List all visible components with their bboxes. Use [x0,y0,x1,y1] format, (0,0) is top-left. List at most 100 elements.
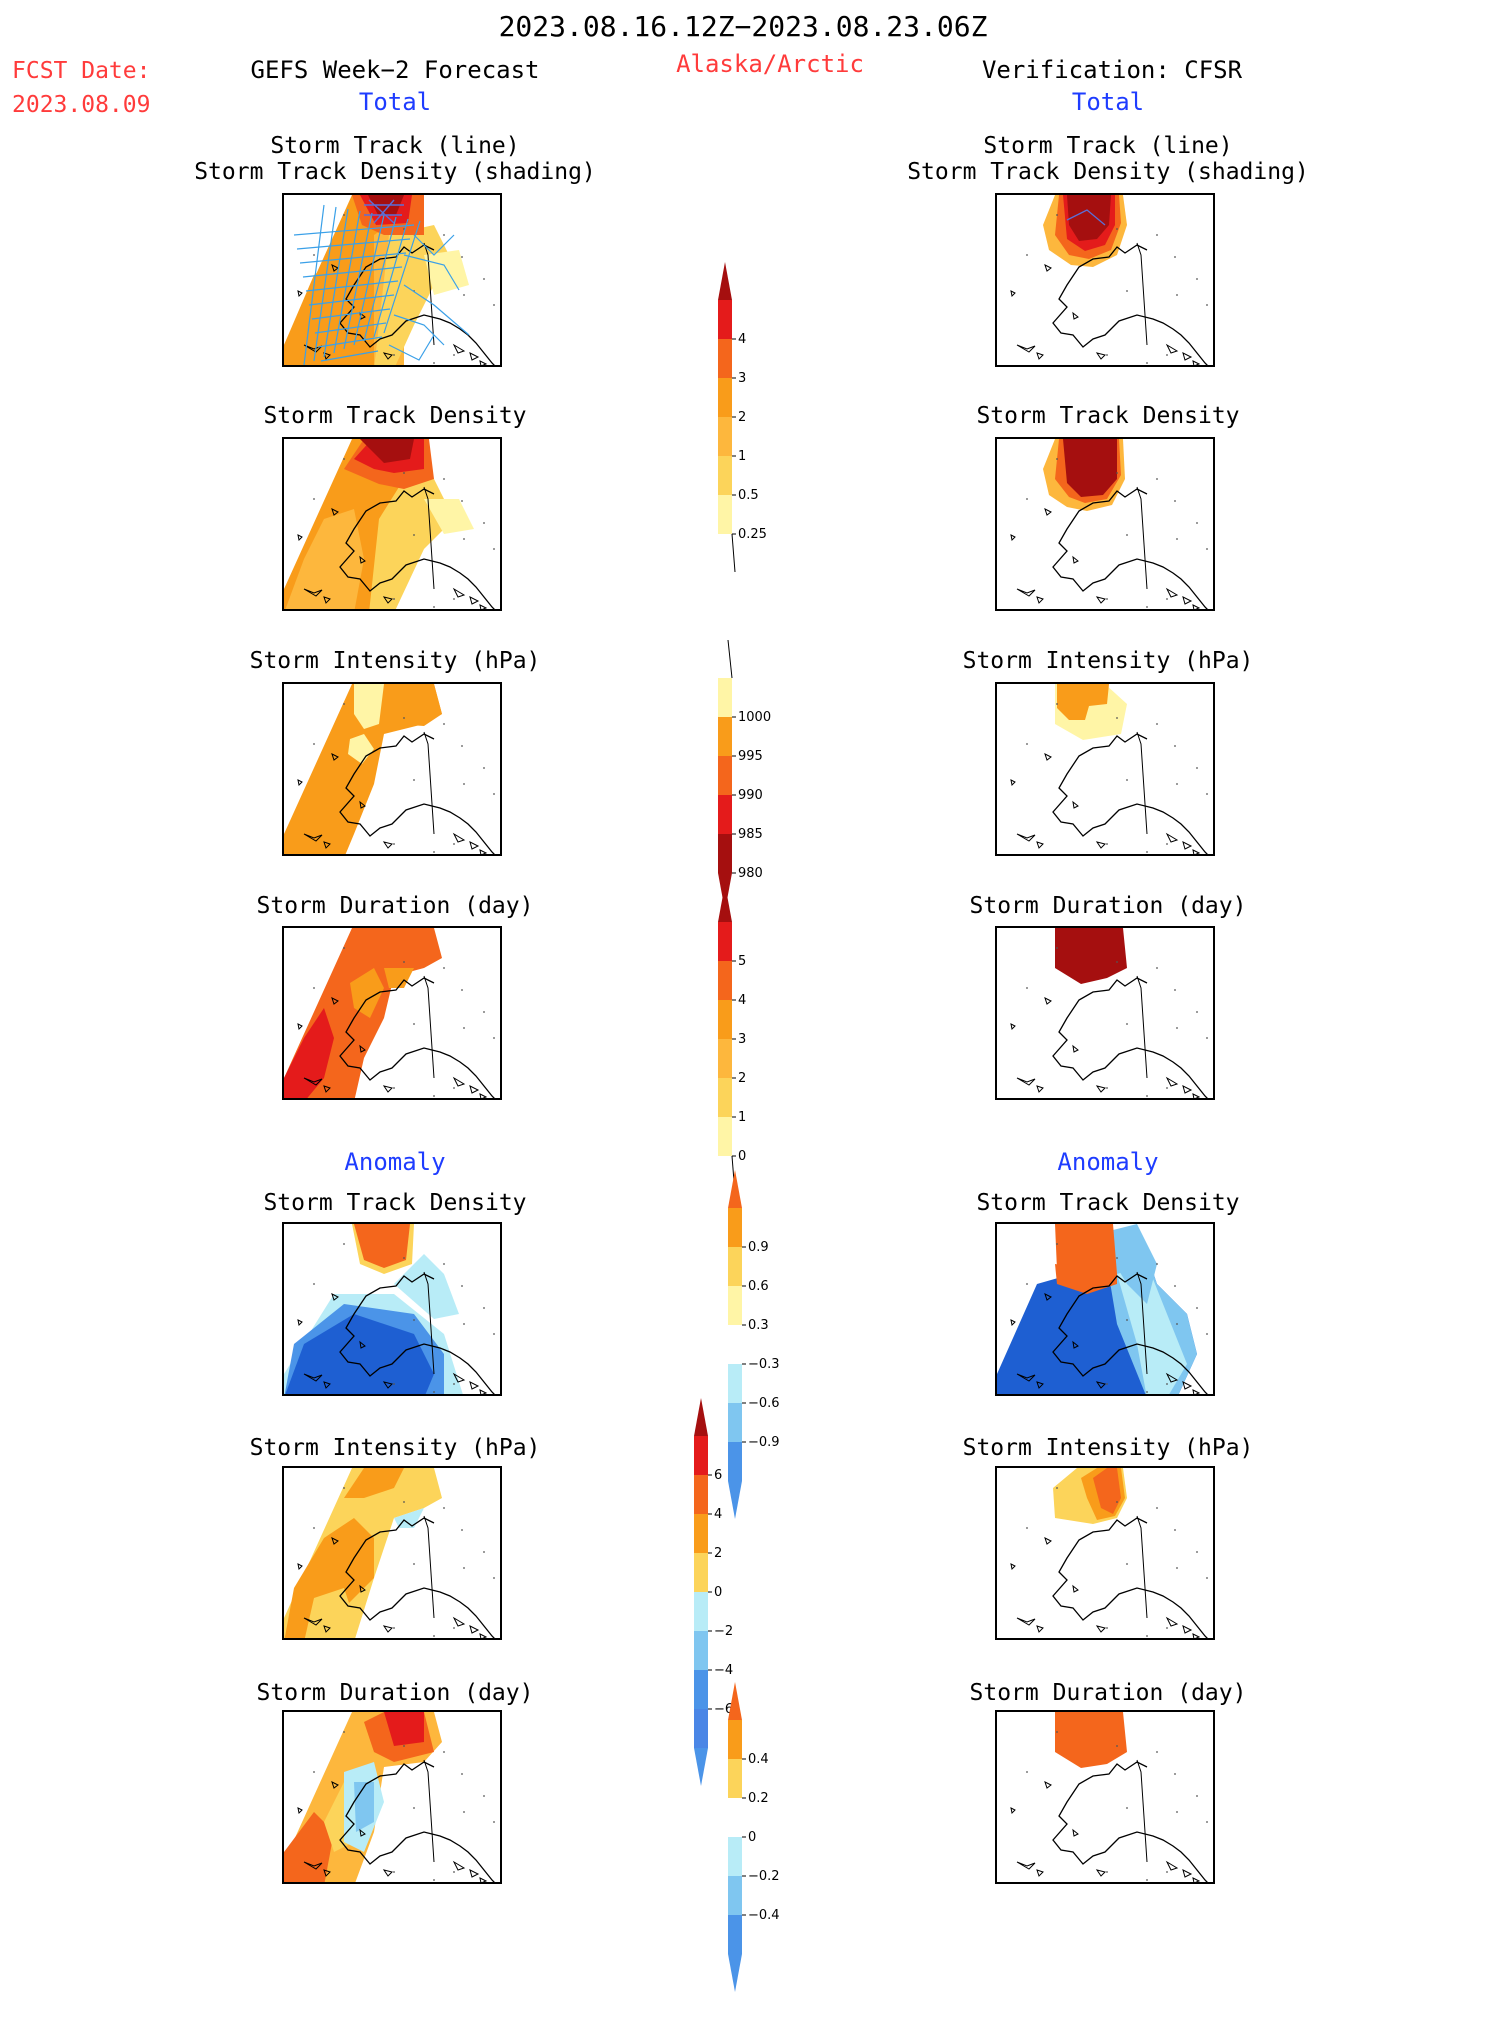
colorbar-duration-anomaly: 0.4 0.2 0 −0.2 −0.4 [728,1682,848,2026]
colorbar-tick-label: 3 [738,371,746,386]
coastline [1052,733,1208,854]
grid-dot [1196,522,1198,524]
grid-dot [1056,947,1058,949]
coastline [339,1761,495,1882]
grid-dot [1126,1563,1128,1565]
colorbar-tick-label: 0.25 [738,527,767,542]
grid-dot [1196,1011,1198,1013]
map-canvas [284,1224,495,1394]
shading-region [285,1314,434,1394]
island-outline [303,588,323,597]
map-canvas [1010,684,1208,854]
map-canvas [1010,1712,1208,1882]
title-right-density: Storm Track Density [976,403,1240,429]
island-outline [1192,849,1201,854]
island-outline [1182,1869,1193,1878]
colorbar-tick-label: 980 [738,866,763,881]
grid-dot [483,278,485,280]
forecast-model-title: GEFS Week−2 Forecast [250,56,540,84]
island-outline [1016,833,1036,842]
grid-dot [1116,228,1118,230]
total-label-left: Total [358,88,432,116]
island-outline [303,1861,323,1870]
canada-border-line [1136,731,1148,835]
grid-dot [1106,1627,1108,1629]
island-outline [469,1625,480,1634]
island-outline [1192,1633,1201,1638]
map-gefs-track-total [282,193,502,367]
island-outline [303,833,323,842]
grid-dot [1206,1333,1208,1335]
colorbar-tick-label: 1 [738,1110,746,1125]
island-outline [1095,841,1106,849]
grid-dot [493,1333,495,1335]
canada-border-line [423,1515,435,1619]
grid-dot [433,1391,435,1393]
grid-dot [463,1027,465,1029]
grid-dot [1166,354,1168,356]
colorbar-tick-label: 995 [738,749,763,764]
island-outline [1165,1076,1179,1087]
colorbar-segment [718,922,732,961]
shading-region [350,968,384,1018]
colorbar-segment [718,495,732,534]
island-outline [297,1319,303,1327]
grid-dot [393,1383,395,1385]
grid-dot [1116,1745,1118,1747]
colorbar-tick-label: 0 [738,1149,746,1164]
coastline [1052,244,1208,365]
colorbar-tick-label: −0.2 [748,1869,780,1884]
grid-dot [433,1095,435,1097]
island-outline [331,264,339,272]
storm-track-lines [293,204,470,365]
map-canvas [1010,439,1208,609]
shading-region [1055,1712,1127,1768]
island-outline [469,1381,480,1390]
island-outline [303,1617,323,1626]
shading-region [354,684,384,729]
grid-dot [1146,1879,1148,1881]
colorbar-segment [718,378,732,417]
grid-dot [1176,1811,1178,1813]
colorbar-segment [718,1039,732,1078]
grid-dot [1026,987,1028,989]
canada-border-line [423,731,435,835]
fcst-date-value: 2023.08.09 [12,92,151,118]
colorbar-tick-label: 0.2 [748,1791,769,1806]
grid-dot [493,548,495,550]
island-outline [382,596,393,604]
island-outline [1182,596,1193,605]
island-outline [1095,1869,1106,1877]
island-outline [1165,587,1179,598]
colorbar-canvas: 4 3 2 1 0.5 0.25 [718,262,767,573]
colorbar-segment [718,834,732,873]
island-outline [1165,1616,1179,1627]
colorbar-segment [728,1798,742,1837]
grid-dot [461,1773,463,1775]
island-outline [323,1085,331,1093]
coastline [1052,1517,1208,1638]
grid-dot [461,745,463,747]
island-outline [323,841,331,849]
colorbar-bottom-triangle [694,1748,708,1786]
colorbar-tick-label: 4 [738,332,746,347]
shading-region [394,1254,459,1319]
island-outline [359,555,366,564]
island-outline [1044,508,1052,516]
canada-border-line [423,975,435,1079]
grid-dot [1056,458,1058,460]
island-outline [1165,832,1179,843]
shading-region [284,684,442,854]
grid-dot [343,1487,345,1489]
grid-dot [453,1383,455,1385]
map-canvas [997,1224,1208,1394]
grid-dot [313,1283,315,1285]
grid-dot [313,1527,315,1529]
grid-dot [443,234,445,236]
island-outline [469,352,480,361]
title-left-density: Storm Track Density [263,403,527,429]
grid-dot [1146,851,1148,853]
map-cfsr-duration-total [995,926,1215,1100]
colorbar-segment [718,795,732,834]
island-outline [1072,1584,1079,1593]
